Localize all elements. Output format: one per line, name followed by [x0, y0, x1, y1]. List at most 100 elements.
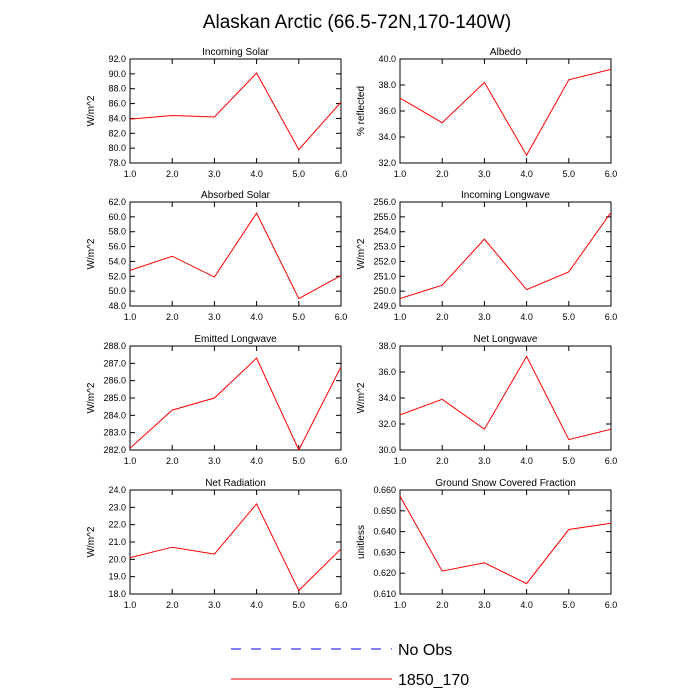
series-line	[400, 355, 611, 441]
x-tick-label: 2.0	[436, 600, 449, 610]
y-tick-label: 0.650	[373, 506, 396, 516]
y-tick-label: 21.0	[108, 537, 126, 547]
x-tick-label: 4.0	[520, 600, 533, 610]
panel-3: Incoming Longwave 1.0 2.0 3.0 4.0 5.0 6.0 249.0…	[356, 190, 617, 322]
x-tick-label: 6.0	[605, 600, 618, 610]
panel-title: Albedo	[490, 47, 522, 58]
series-line	[130, 72, 341, 151]
x-tick-label: 6.0	[335, 600, 348, 610]
y-tick-label: 255.0	[373, 212, 396, 222]
x-tick-label: 6.0	[605, 169, 618, 179]
x-tick-label: 2.0	[436, 456, 449, 466]
y-tick-label: 23.0	[108, 502, 126, 512]
y-tick-label: 18.0	[108, 589, 126, 599]
series-line	[400, 68, 611, 157]
x-tick-label: 1.0	[124, 456, 137, 466]
y-axis-label: W/m^2	[86, 382, 97, 413]
y-tick-label: 286.0	[103, 376, 126, 386]
y-tick-label: 48.0	[108, 301, 126, 311]
x-tick-label: 1.0	[124, 600, 137, 610]
panel-4: Emitted Longwave 1.0 2.0 3.0 4.0 5.0 6.0 282.0 2…	[86, 334, 347, 466]
x-tick-label: 5.0	[563, 312, 576, 322]
plot-frame	[399, 201, 612, 307]
x-tick-label: 5.0	[563, 456, 576, 466]
y-tick-label: 30.0	[378, 445, 396, 455]
y-tick-label: 256.0	[373, 197, 396, 207]
y-tick-label: 88.0	[108, 84, 126, 94]
panel-title: Net Longwave	[474, 334, 538, 345]
plot-frame	[129, 489, 342, 595]
x-tick-label: 1.0	[394, 312, 407, 322]
y-tick-label: 288.0	[103, 341, 126, 351]
y-axis-label: unitless	[356, 525, 367, 559]
series-line	[400, 212, 611, 300]
y-tick-label: 19.0	[108, 572, 126, 582]
y-tick-label: 0.610	[373, 589, 396, 599]
panel-title: Emitted Longwave	[194, 334, 277, 345]
y-tick-label: 36.0	[378, 106, 396, 116]
y-tick-label: 80.0	[108, 143, 126, 153]
y-axis-label: W/m^2	[356, 238, 367, 269]
panel-7: Ground Snow Covered Fraction 1.0 2.0 3.0 4.0…	[356, 478, 617, 610]
y-tick-label: 285.0	[103, 393, 126, 403]
panel-2: Absorbed Solar 1.0 2.0 3.0 4.0 5.0 6.0 48.0 50.0…	[86, 190, 347, 322]
x-tick-label: 5.0	[563, 169, 576, 179]
plot-frame	[129, 58, 342, 164]
panel-title: Incoming Solar	[202, 47, 269, 58]
panel-title: Incoming Longwave	[461, 190, 550, 201]
x-tick-label: 3.0	[208, 456, 221, 466]
x-tick-label: 3.0	[208, 169, 221, 179]
y-axis-label: % reflected	[356, 86, 367, 136]
y-tick-label: 250.0	[373, 286, 396, 296]
x-tick-label: 6.0	[605, 456, 618, 466]
y-axis-label: W/m^2	[86, 526, 97, 557]
x-tick-label: 6.0	[335, 456, 348, 466]
panel-1: Albedo 1.0 2.0 3.0 4.0 5.0 6.0 32.0 34.0 36.0 38.0…	[356, 47, 617, 179]
panel-title: Absorbed Solar	[201, 190, 271, 201]
y-tick-label: 86.0	[108, 99, 126, 109]
y-tick-label: 34.0	[378, 393, 396, 403]
panel-0: Incoming Solar 1.0 2.0 3.0 4.0 5.0 6.0 78.0 80.0…	[86, 47, 347, 179]
y-tick-label: 20.0	[108, 554, 126, 564]
y-axis-label: W/m^2	[356, 382, 367, 413]
y-tick-label: 62.0	[108, 197, 126, 207]
panel-title: Net Radiation	[205, 478, 266, 489]
y-tick-label: 38.0	[378, 341, 396, 351]
x-tick-label: 6.0	[605, 312, 618, 322]
x-tick-label: 2.0	[436, 312, 449, 322]
legend-label: No Obs	[398, 642, 452, 659]
y-tick-label: 32.0	[378, 158, 396, 168]
y-tick-label: 34.0	[378, 132, 396, 142]
y-tick-label: 54.0	[108, 256, 126, 266]
legend-label: 1850_170	[398, 672, 469, 689]
x-tick-label: 4.0	[250, 600, 263, 610]
x-tick-label: 1.0	[394, 456, 407, 466]
x-tick-label: 2.0	[436, 169, 449, 179]
x-tick-label: 6.0	[335, 312, 348, 322]
plot-frame	[399, 58, 612, 164]
x-tick-label: 1.0	[124, 312, 137, 322]
x-tick-label: 3.0	[478, 312, 491, 322]
y-tick-label: 36.0	[378, 367, 396, 377]
y-tick-label: 90.0	[108, 69, 126, 79]
y-tick-label: 84.0	[108, 113, 126, 123]
x-tick-label: 4.0	[520, 456, 533, 466]
x-tick-label: 2.0	[166, 169, 179, 179]
y-tick-label: 22.0	[108, 520, 126, 530]
panels: Incoming Solar 1.0 2.0 3.0 4.0 5.0 6.0 78.0 80.0…	[86, 47, 617, 610]
x-tick-label: 3.0	[478, 600, 491, 610]
x-tick-label: 5.0	[293, 169, 306, 179]
y-tick-label: 252.0	[373, 256, 396, 266]
x-tick-label: 4.0	[520, 169, 533, 179]
x-tick-label: 4.0	[250, 456, 263, 466]
y-tick-label: 38.0	[378, 80, 396, 90]
x-tick-label: 2.0	[166, 600, 179, 610]
x-tick-label: 3.0	[208, 312, 221, 322]
y-tick-label: 249.0	[373, 301, 396, 311]
y-tick-label: 283.0	[103, 428, 126, 438]
y-tick-label: 0.640	[373, 527, 396, 537]
x-tick-label: 4.0	[520, 312, 533, 322]
panel-title: Ground Snow Covered Fraction	[435, 478, 576, 489]
panel-5: Net Longwave 1.0 2.0 3.0 4.0 5.0 6.0 30.0 32.0 34…	[356, 334, 617, 466]
x-tick-label: 3.0	[478, 456, 491, 466]
